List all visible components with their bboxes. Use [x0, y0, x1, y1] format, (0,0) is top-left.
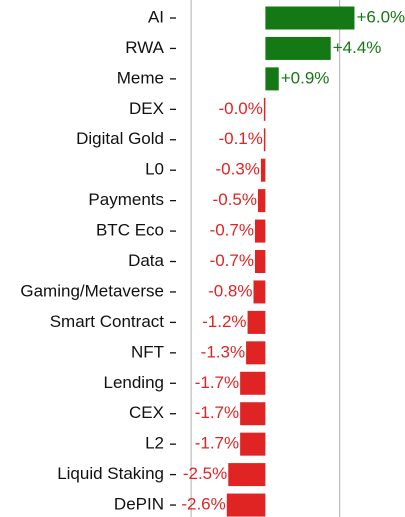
- value-label: -1.2%: [202, 312, 246, 331]
- value-label: -0.3%: [216, 160, 260, 179]
- y-tick-label: Lending: [103, 373, 164, 392]
- y-tick-label: L0: [145, 160, 164, 179]
- bar: [226, 493, 266, 517]
- value-label: -0.7%: [210, 221, 254, 240]
- value-label: -2.6%: [181, 495, 225, 514]
- y-tick-label: DEX: [129, 99, 164, 118]
- bar: [240, 371, 266, 395]
- bar: [263, 97, 266, 121]
- bar: [240, 402, 266, 426]
- y-tick-label: L2: [145, 434, 164, 453]
- bar: [246, 341, 266, 365]
- bar: [257, 189, 266, 213]
- value-label: -1.3%: [201, 342, 245, 361]
- bar: [254, 250, 266, 274]
- bar: [247, 310, 266, 334]
- bar: [263, 128, 266, 152]
- value-label: +6.0%: [356, 7, 405, 26]
- bar: [265, 36, 331, 60]
- value-label: -0.0%: [218, 99, 262, 118]
- value-label: +4.4%: [333, 38, 382, 57]
- value-label: -1.7%: [195, 373, 239, 392]
- value-label: -1.7%: [195, 434, 239, 453]
- y-tick-label: Smart Contract: [50, 312, 165, 331]
- bar: [254, 219, 266, 243]
- y-tick-label: BTC Eco: [96, 221, 164, 240]
- value-label: -0.5%: [213, 190, 257, 209]
- y-tick-label: Digital Gold: [76, 129, 164, 148]
- y-tick-label: Payments: [88, 190, 164, 209]
- y-tick-label: DePIN: [114, 495, 164, 514]
- y-tick-label: Liquid Staking: [57, 464, 164, 483]
- bar: [253, 280, 266, 304]
- y-tick-label: Data: [128, 251, 164, 270]
- bar: [240, 432, 266, 456]
- y-tick-label: CEX: [129, 403, 164, 422]
- y-tick-label: AI: [148, 7, 164, 26]
- y-tick-label: Gaming/Metaverse: [20, 281, 164, 300]
- value-label: -1.7%: [195, 403, 239, 422]
- y-tick-label: RWA: [125, 38, 164, 57]
- value-label: -0.1%: [218, 129, 262, 148]
- value-label: -0.8%: [208, 281, 252, 300]
- y-tick-label: NFT: [131, 342, 164, 361]
- bar: [260, 158, 266, 182]
- value-label: -2.5%: [183, 464, 227, 483]
- bar: [265, 67, 279, 91]
- value-label: -0.7%: [210, 251, 254, 270]
- bar: [228, 463, 266, 487]
- bar: [265, 6, 355, 30]
- y-tick-label: Meme: [117, 68, 164, 87]
- value-label: +0.9%: [281, 68, 330, 87]
